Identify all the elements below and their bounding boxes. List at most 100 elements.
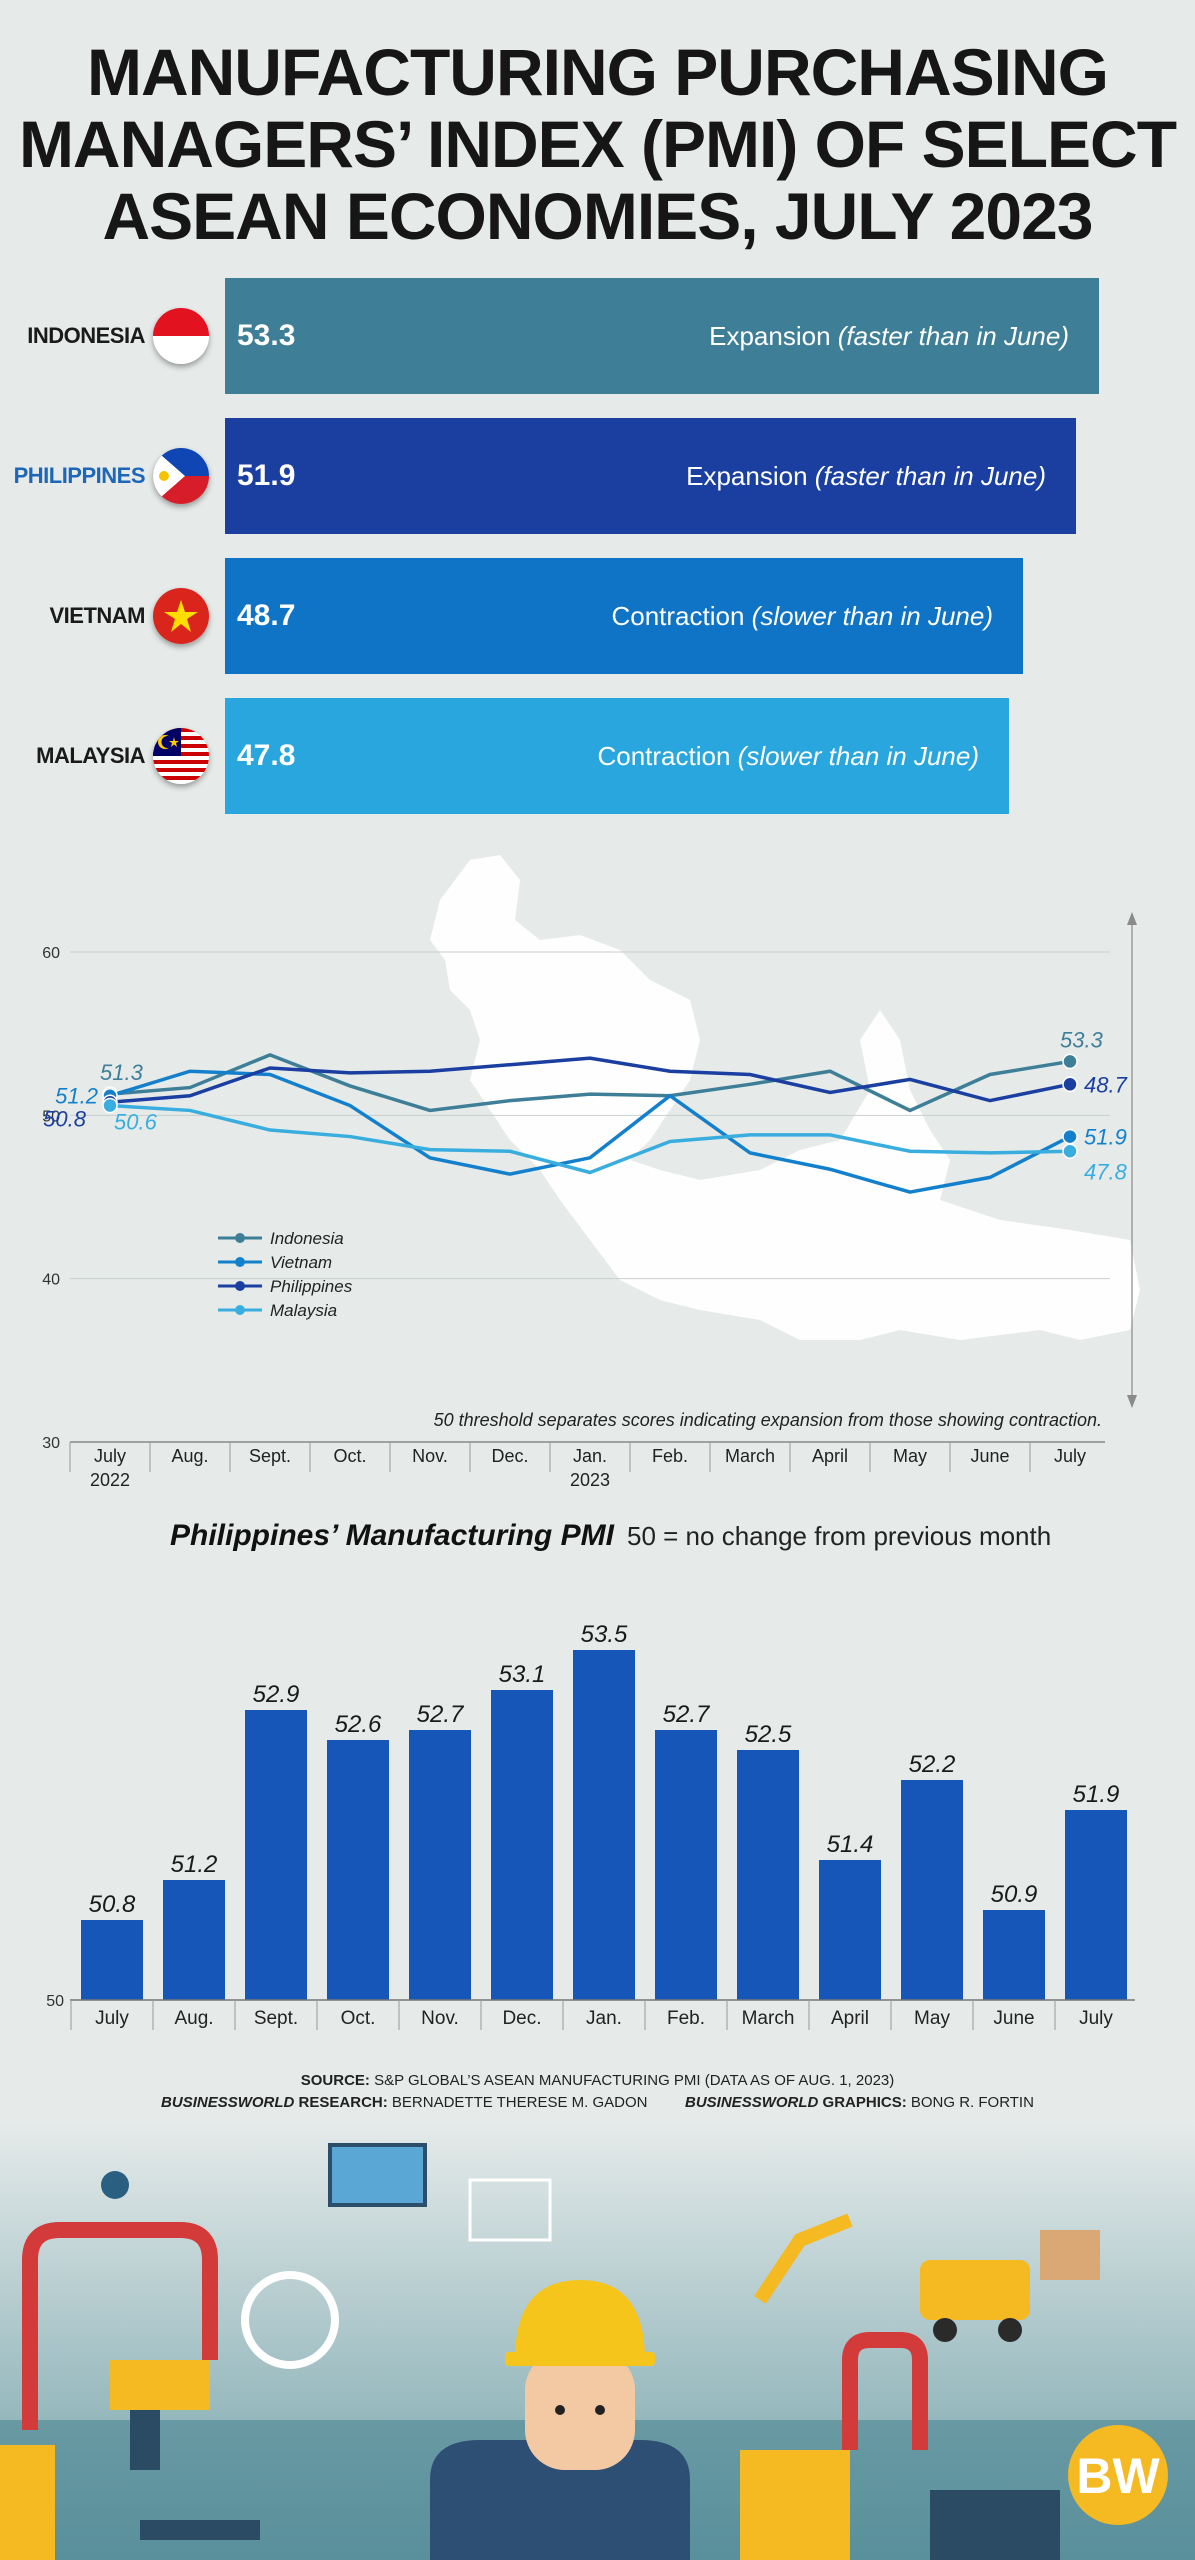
x-tick-label: July (1054, 1446, 1086, 1466)
source-label: SOURCE: (300, 2072, 370, 2089)
robot-arm (754, 2213, 853, 2304)
x-tick-label: June (993, 2008, 1034, 2029)
bar (81, 1920, 143, 2000)
y-tick-label: 50 (42, 1108, 60, 1125)
source-line: SOURCE: S&P GLOBAL’S ASEAN MANUFACTURING… (0, 2072, 1195, 2089)
series-line (109, 1056, 1071, 1105)
bar-value-label: 52.2 (909, 1751, 956, 1778)
x-tick-label: July (1079, 2008, 1113, 2029)
philippines-pmi-bar-chart: Philippines’ Manufacturing PMI 50 = no c… (46, 1519, 1135, 2030)
country-bar-vietnam: VIETNAM 48.7 Contraction (slower than in… (0, 558, 1195, 674)
monitor (328, 2143, 427, 2207)
bar-value-label: 53.5 (581, 1621, 628, 1648)
legend-label: Philippines (270, 1277, 353, 1296)
country-status: Expansion (faster than in June) (709, 278, 1069, 394)
malaysia-flag-icon (153, 728, 209, 784)
bar-value-label: 52.7 (663, 1701, 711, 1728)
bar (573, 1650, 635, 2000)
legend-label: Indonesia (270, 1229, 344, 1248)
country-label: VIETNAM (49, 603, 146, 628)
x-tick-label: Nov. (412, 1446, 448, 1466)
bar-chart-subtitle: 50 = no change from previous month (627, 1521, 1051, 1551)
threshold-note: 50 threshold separates scores indicating… (434, 1410, 1102, 1430)
bar (901, 1780, 963, 2000)
x-tick-label: Dec. (502, 2008, 541, 2029)
research-name: BERNADETTE THERESE M. GADON (387, 2094, 648, 2111)
legend-label: Vietnam (270, 1253, 332, 1272)
page-title: MANUFACTURING PURCHASING MANAGERS’ INDEX… (0, 36, 1195, 252)
bar (655, 1730, 717, 2000)
y-tick-label: 60 (42, 945, 60, 962)
end-value-label: 48.7 (1084, 1072, 1128, 1097)
legend-marker (235, 1281, 245, 1291)
bar (737, 1750, 799, 2000)
country-status: Contraction (slower than in June) (597, 698, 979, 814)
bar-value-label: 53.1 (499, 1661, 546, 1688)
country-label: PHILIPPINES (13, 463, 146, 488)
cargo-box (1040, 2230, 1100, 2280)
bar-value-label: 51.4 (827, 1831, 874, 1858)
vietnam-flag-icon (153, 588, 209, 644)
country-value-bar: 48.7 Contraction (slower than in June) (225, 558, 1023, 674)
x-tick-label: Oct. (341, 2008, 376, 2029)
bar (819, 1860, 881, 2000)
y-tick-label: 30 (42, 1435, 60, 1452)
country-value: 51.9 (237, 459, 296, 492)
x-tick-label: 2022 (90, 1470, 130, 1490)
x-tick-label: Feb. (652, 1446, 688, 1466)
bar (491, 1690, 553, 2000)
title-line: MANUFACTURING PURCHASING (87, 35, 1109, 109)
x-tick-label: Feb. (667, 2008, 705, 2029)
status-note: (faster than in June) (814, 461, 1046, 491)
country-label: MALAYSIA (36, 743, 145, 768)
start-value-label: 50.6 (114, 1110, 158, 1135)
country-value: 48.7 (237, 599, 296, 632)
x-tick-label: Dec. (491, 1446, 528, 1466)
bar (327, 1740, 389, 2000)
status-word: Contraction (597, 741, 731, 771)
country-value: 53.3 (237, 319, 296, 352)
bar (983, 1910, 1045, 2000)
x-tick-label: Oct. (333, 1446, 366, 1466)
series-start-point (102, 1097, 118, 1114)
status-note: (slower than in June) (751, 601, 993, 631)
country-value-bar: 47.8 Contraction (slower than in June) (225, 698, 1009, 814)
pmi-line-chart: 30 40 50 60 51.351.250.8 50.6 53.3 51.9 48.7 47.… (42, 855, 1140, 1490)
country-value-bar: 53.3 Expansion (faster than in June) (225, 278, 1099, 394)
up-arrow-icon (1127, 912, 1137, 925)
x-tick-label: Nov. (421, 2008, 459, 2029)
y-tick-label: 40 (42, 1272, 60, 1289)
series-line (109, 1069, 1071, 1194)
bar (163, 1880, 225, 2000)
source-text: S&P GLOBAL’S ASEAN MANUFACTURING PMI (DA… (369, 2072, 895, 2089)
bw-logo-badge (1068, 2425, 1168, 2525)
philippines-flag-icon (153, 448, 209, 504)
forklift (920, 2260, 1030, 2320)
graphics-brand: BUSINESSWORLD (685, 2094, 819, 2111)
research-brand: BUSINESSWORLD (161, 2094, 295, 2111)
x-tick-label: May (914, 2008, 950, 2029)
x-tick-label: Sept. (254, 2008, 298, 2029)
bar-value-label: 52.7 (417, 1701, 465, 1728)
bar-value-label: 51.2 (171, 1851, 218, 1878)
bar (245, 1710, 307, 2000)
x-tick-label: July (94, 1446, 126, 1466)
bar-value-label: 52.6 (335, 1711, 382, 1738)
legend-label: Malaysia (270, 1301, 337, 1320)
x-tick-label: Jan. (573, 1446, 607, 1466)
start-value-label: 51.2 (55, 1084, 98, 1109)
bar-value-label: 52.5 (745, 1721, 792, 1748)
bar-value-label: 50.9 (991, 1881, 1038, 1908)
country-status: Contraction (slower than in June) (611, 558, 993, 674)
status-word: Contraction (611, 601, 745, 631)
country-value-bar: 51.9 Expansion (faster than in June) (225, 418, 1076, 534)
series-end-point (1062, 1143, 1078, 1160)
status-word: Expansion (686, 461, 808, 491)
x-tick-label: June (970, 1446, 1009, 1466)
country-status: Expansion (faster than in June) (686, 418, 1046, 534)
gear-icon (241, 2271, 339, 2369)
x-tick-label: Sept. (249, 1446, 291, 1466)
x-tick-label: March (742, 2008, 795, 2029)
machine (110, 2360, 210, 2410)
series-end-point (1062, 1053, 1078, 1070)
